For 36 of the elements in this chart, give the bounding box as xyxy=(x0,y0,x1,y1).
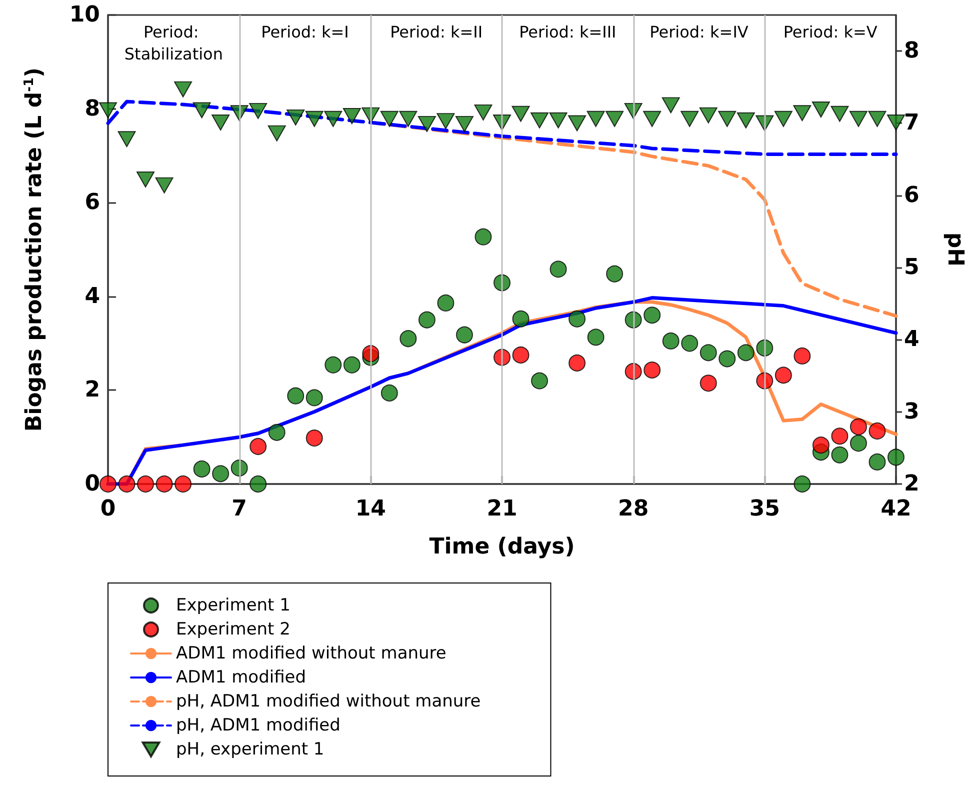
y-tick-label: 10 xyxy=(69,2,100,28)
y2-tick-label: 7 xyxy=(904,110,920,136)
legend-label: pH, ADM1 modified without manure xyxy=(176,692,481,712)
x-axis-title: Time (days) xyxy=(429,534,575,560)
x-tick-label: 35 xyxy=(749,496,780,522)
y2-tick-label: 5 xyxy=(904,255,920,280)
y2-tick-label: 8 xyxy=(904,38,920,64)
legend-label: ADM1 modified without manure xyxy=(176,644,446,664)
legend-label: ADM1 modified xyxy=(176,668,306,688)
annotation: Period: k=III xyxy=(519,22,616,42)
y-tick-label: 0 xyxy=(84,472,100,496)
annotation: Period: Stabilization xyxy=(124,22,223,64)
y-axis-title: Biogas production rate (L d-1) xyxy=(22,67,47,432)
x-tick-label: 28 xyxy=(618,496,649,522)
y2-tick-label: 3 xyxy=(904,399,920,424)
annotation: Period: k=V xyxy=(783,22,878,42)
y2-axis-title: pH xyxy=(942,232,968,267)
y-tick-label: 4 xyxy=(84,284,100,309)
annotation: Period: k=II xyxy=(390,22,483,42)
y2-tick-label: 6 xyxy=(904,182,920,208)
annotation: Period: k=I xyxy=(261,22,349,42)
y2-tick-label: 4 xyxy=(904,327,920,352)
x-tick-label: 7 xyxy=(232,496,247,522)
x-tick-label: 21 xyxy=(486,496,518,522)
y-tick-label: 2 xyxy=(84,378,100,403)
x-tick-label: 0 xyxy=(100,496,116,522)
legend-label: pH, experiment 1 xyxy=(176,740,324,760)
x-tick-label: 14 xyxy=(355,496,386,522)
y-tick-label: 6 xyxy=(84,190,100,216)
y2-tick-label: 2 xyxy=(904,472,920,496)
legend-label: pH, ADM1 modified xyxy=(176,716,340,736)
annotation: Period: k=IV xyxy=(650,22,748,42)
legend-label: Experiment 2 xyxy=(176,620,290,640)
y-tick-label: 8 xyxy=(84,96,100,122)
x-tick-label: 42 xyxy=(880,496,912,522)
legend-label: Experiment 1 xyxy=(176,596,290,616)
